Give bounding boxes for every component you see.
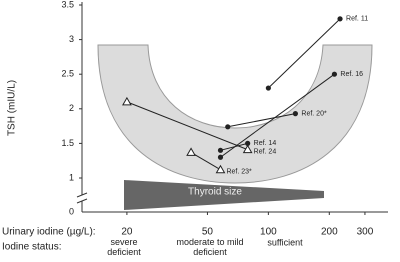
point [245,140,251,146]
status-moderate: moderate to mild deficient [176,237,243,257]
x-tick-label: 20 [121,227,133,238]
series-line [268,18,341,89]
y-tick-label: 1.5 [61,138,74,148]
point [217,154,224,160]
series-line [220,73,335,158]
series-label: Ref. 20* [301,110,327,117]
axis-break [76,198,88,204]
y-tick-label: 0 [69,206,74,216]
series-label: Ref. 14 [254,140,277,147]
x-tick-label: 300 [357,227,374,238]
status-severe: severe deficient [107,237,141,257]
series-line [220,142,248,151]
series-label: Ref. 23* [226,169,252,176]
point [217,147,224,153]
series-line [126,101,248,151]
series-line [227,113,296,128]
x-tick-label: 50 [202,227,214,238]
point [215,164,226,174]
point [225,124,231,130]
status-line: deficient [107,247,141,257]
y-tick-label: 3.5 [61,0,74,9]
x-axis-label: Urinary iodine (µg/L): [2,227,96,238]
optimal-band [97,44,373,184]
series-label: Ref. 11 [346,16,368,23]
series-label: Ref. 24 [254,148,277,155]
x-tick-label: 100 [260,227,277,238]
axis-break [76,192,88,198]
point [337,16,343,22]
status-sufficient: sufficient [267,237,303,247]
band-label: Thyroid size [188,187,242,198]
point [292,111,298,117]
y-axis-label: TSH (mIU/L) [7,80,18,136]
point [331,71,338,77]
y-tick-label: 2 [69,103,74,113]
status-line: severe [110,237,137,247]
series-line [190,151,221,171]
point [265,85,271,91]
point [242,144,253,154]
x-tick-label: 200 [321,227,338,238]
series-label: Ref. 16 [340,71,363,78]
status-line: deficient [193,247,227,257]
point [186,147,196,156]
status-line: moderate to mild [176,237,243,247]
status-label: Iodine status: [2,242,61,253]
y-tick-label: 3 [69,34,74,44]
y-tick-label: 1 [69,172,74,182]
point [122,96,132,106]
thyroid-wedge [124,180,324,210]
y-tick-label: 2.5 [61,69,74,79]
